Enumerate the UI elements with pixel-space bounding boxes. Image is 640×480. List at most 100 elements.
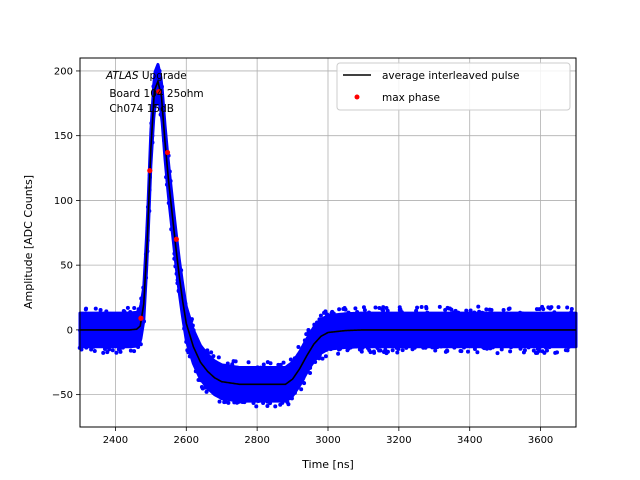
scatter-point (225, 364, 230, 369)
scatter-point (368, 323, 373, 328)
scatter-point (323, 354, 328, 359)
scatter-point (193, 363, 198, 368)
scatter-point (336, 351, 341, 356)
scatter-point (130, 336, 135, 341)
scatter-point (261, 367, 266, 372)
scatter-point (297, 358, 302, 363)
scatter-point (320, 356, 325, 361)
y-tick-label: 200 (54, 66, 73, 77)
scatter-point (272, 394, 277, 399)
scatter-point (385, 308, 390, 313)
scatter-point (121, 320, 126, 325)
scatter-point (365, 342, 370, 347)
scatter-point (239, 374, 244, 379)
scatter-point (368, 350, 373, 355)
scatter-point (471, 323, 476, 328)
scatter-point (367, 310, 372, 315)
scatter-point (565, 305, 570, 310)
scatter-point (157, 68, 162, 73)
max-phase-point (173, 236, 179, 242)
scatter-point (379, 342, 384, 347)
scatter-point (495, 351, 500, 356)
scatter-point (85, 319, 90, 324)
scatter-point (359, 314, 364, 319)
x-tick-label: 3000 (315, 435, 340, 446)
scatter-point (561, 331, 566, 336)
scatter-point (381, 308, 386, 313)
scatter-point (111, 314, 116, 319)
scatter-point (120, 345, 125, 350)
scatter-point (438, 313, 443, 318)
scatter-point (381, 313, 386, 318)
scatter-point (345, 343, 350, 348)
scatter-point (425, 310, 430, 315)
scatter-point (136, 344, 141, 349)
scatter-point (501, 322, 506, 327)
scatter-point (285, 374, 290, 379)
scatter-point (507, 306, 512, 311)
scatter-point (334, 340, 339, 345)
scatter-point (468, 312, 473, 317)
scatter-point (481, 323, 486, 328)
scatter-point (135, 311, 140, 316)
scatter-point (441, 336, 446, 341)
scatter-point (107, 347, 112, 352)
scatter-point (262, 376, 267, 381)
scatter-band (77, 62, 578, 409)
scatter-point (296, 380, 301, 385)
scatter-point (516, 333, 521, 338)
scatter-point (412, 325, 417, 330)
scatter-point (412, 345, 417, 350)
x-axis-ticks: 2400 2600 2800 3000 3200 3400 3600 (103, 427, 553, 446)
scatter-point (476, 304, 481, 309)
annotation-board: Board 104 25ohm (106, 88, 204, 100)
scatter-point (197, 369, 202, 374)
scatter-point (114, 350, 119, 355)
y-tick-label: 50 (60, 261, 73, 272)
scatter-point (324, 347, 329, 352)
average-pulse-line (80, 78, 576, 386)
scatter-point (125, 330, 130, 335)
scatter-point (371, 331, 376, 336)
scatter-point (351, 318, 356, 323)
scatter-point (278, 362, 283, 367)
scatter-point (501, 307, 506, 312)
max-phase-point (138, 315, 144, 321)
scatter-point (328, 316, 333, 321)
scatter-point (281, 360, 286, 365)
scatter-point (116, 317, 121, 322)
scatter-point (122, 309, 127, 314)
scatter-point (462, 325, 467, 330)
scatter-point (509, 345, 514, 350)
scatter-point (384, 342, 389, 347)
scatter-point (424, 305, 429, 310)
scatter-point (541, 307, 546, 312)
scatter-point (201, 373, 206, 378)
scatter-point (542, 325, 547, 330)
scatter-point (477, 309, 482, 314)
scatter-point (169, 227, 174, 232)
scatter-point (553, 312, 558, 317)
scatter-point (362, 320, 367, 325)
scatter-point (249, 385, 254, 390)
scatter-point (246, 367, 251, 372)
scatter-point (507, 342, 512, 347)
scatter-point (362, 308, 367, 313)
scatter-point (233, 359, 238, 364)
scatter-point (293, 379, 298, 384)
scatter-point (239, 396, 244, 401)
scatter-point (483, 331, 488, 336)
scatter-point (206, 360, 211, 365)
scatter-point (515, 337, 520, 342)
scatter-point (476, 332, 481, 337)
scatter-point (112, 322, 117, 327)
scatter-point (314, 320, 319, 325)
scatter-point (494, 312, 499, 317)
scatter-point (288, 367, 293, 372)
scatter-point (245, 395, 250, 400)
scatter-point (299, 351, 304, 356)
scatter-point (454, 320, 459, 325)
scatter-point (460, 321, 465, 326)
scatter-point (461, 345, 466, 350)
